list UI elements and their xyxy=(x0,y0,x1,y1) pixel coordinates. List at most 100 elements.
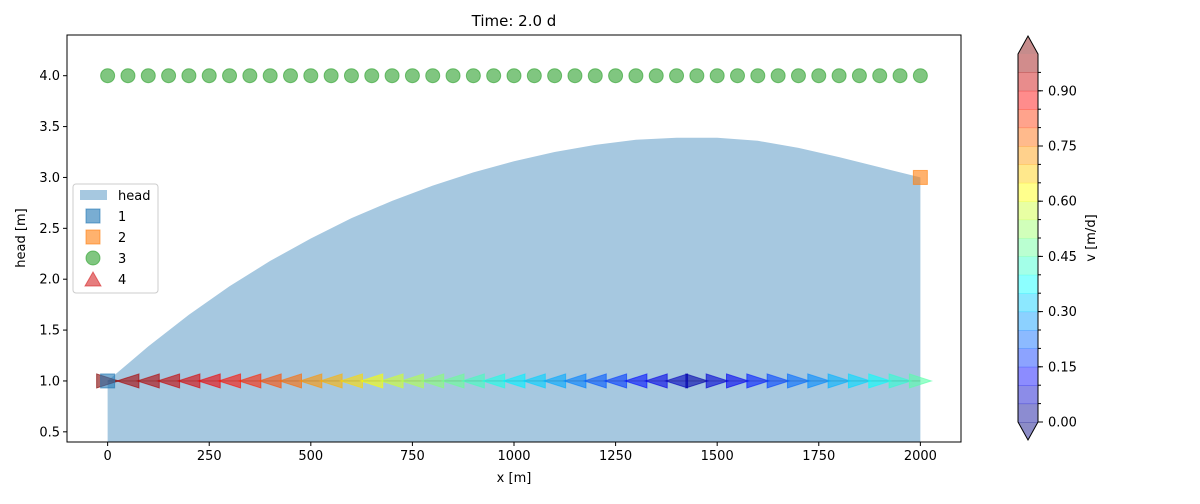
x-tick-label: 250 xyxy=(197,449,222,464)
series-3-point xyxy=(669,68,685,84)
colorbar-tick-label: 0.30 xyxy=(1048,305,1077,320)
y-tick-label: 3.0 xyxy=(39,171,60,186)
x-axis: 0 250 500 750 1000 1250 1500 1750 2000 xyxy=(103,442,937,464)
velocity-arrow xyxy=(908,373,934,389)
series-3-point xyxy=(750,68,766,84)
colorbar-segment xyxy=(1018,256,1038,276)
colorbar-segment xyxy=(1018,385,1038,405)
legend-label-1: 1 xyxy=(118,210,126,225)
series-3-point xyxy=(303,68,319,84)
velocity-arrow xyxy=(726,373,751,389)
colorbar-tick-label: 0.75 xyxy=(1048,140,1077,155)
series-3-point xyxy=(242,68,258,84)
legend-marker-4 xyxy=(84,270,102,287)
series-3-point xyxy=(689,68,705,84)
series-3-point xyxy=(831,68,847,84)
velocity-arrow xyxy=(827,373,852,389)
colorbar-segment xyxy=(1018,293,1038,313)
velocity-arrow xyxy=(685,373,710,389)
y-axis: 0.5 1.0 1.5 2.0 2.5 3.0 3.5 4.0 xyxy=(39,69,67,440)
y-axis-label: head [m] xyxy=(14,208,29,267)
legend: head 1 2 3 4 xyxy=(72,183,159,294)
series-3-point xyxy=(343,68,359,84)
x-tick-label: 0 xyxy=(103,449,111,464)
series-3-point xyxy=(222,68,238,84)
legend-marker-3 xyxy=(85,250,101,266)
y-tick-label: 2.5 xyxy=(39,222,60,237)
y-tick-label: 4.0 xyxy=(39,69,60,84)
x-axis-label: x [m] xyxy=(497,471,532,486)
y-tick-label: 2.0 xyxy=(39,273,60,288)
colorbar-segment xyxy=(1018,311,1038,331)
series-3-point xyxy=(100,68,116,84)
series-3-point xyxy=(486,68,502,84)
x-tick-label: 2000 xyxy=(904,449,937,464)
colorbar: 0.00 0.15 0.30 0.45 0.60 0.75 0.90 xyxy=(1017,34,1077,442)
legend-marker-2 xyxy=(85,229,101,245)
y-tick-label: 3.5 xyxy=(39,120,60,135)
colorbar-extend-max xyxy=(1018,36,1038,54)
plot-area xyxy=(96,68,934,443)
series-3-point xyxy=(587,68,603,84)
colorbar-segment xyxy=(1018,403,1038,423)
y-tick-label: 1.5 xyxy=(39,324,60,339)
series-3-point xyxy=(425,68,441,84)
velocity-arrow xyxy=(888,373,913,389)
series-3-point xyxy=(364,68,380,84)
velocity-arrow xyxy=(766,373,791,389)
velocity-arrow xyxy=(786,373,812,389)
series-3-point xyxy=(872,68,888,84)
series-3-point xyxy=(506,68,522,84)
series-3-point xyxy=(709,68,725,84)
series-3-point xyxy=(262,68,278,84)
colorbar-tick-label: 0.90 xyxy=(1048,84,1077,99)
colorbar-segment xyxy=(1018,182,1038,202)
colorbar-segment xyxy=(1018,274,1038,294)
velocity-arrow xyxy=(705,373,730,389)
colorbar-extend-min xyxy=(1018,422,1038,440)
legend-swatch-head xyxy=(80,190,107,200)
colorbar-tick-label: 0.45 xyxy=(1048,250,1077,265)
colorbar-tick-label: 0.15 xyxy=(1048,360,1077,375)
series-3-point xyxy=(730,68,745,84)
y-tick-label: 1.0 xyxy=(39,374,60,389)
colorbar-segment xyxy=(1018,164,1038,184)
series-3-point xyxy=(404,68,420,84)
series-3-point xyxy=(851,68,867,84)
series-3-point xyxy=(384,68,400,84)
velocity-arrow xyxy=(807,373,832,389)
legend-label-3: 3 xyxy=(118,252,126,267)
series-3-point xyxy=(608,68,624,84)
series-1-point xyxy=(100,373,116,389)
series-3-point xyxy=(648,68,664,84)
series-3-point xyxy=(465,68,481,84)
colorbar-segment xyxy=(1018,109,1038,129)
series-3-point xyxy=(912,68,928,84)
colorbar-segment xyxy=(1018,366,1038,386)
series-3-point xyxy=(547,68,563,84)
series-3-point xyxy=(790,68,806,84)
series-3-point xyxy=(628,68,644,84)
series-3-point xyxy=(323,68,339,84)
series-3-point xyxy=(161,68,177,84)
colorbar-segment xyxy=(1018,330,1038,349)
chart-title: Time: 2.0 d xyxy=(471,12,557,30)
x-tick-label: 500 xyxy=(298,449,323,464)
colorbar-outline xyxy=(1017,34,1039,442)
series-3-point xyxy=(201,68,217,84)
colorbar-tick-label: 0.60 xyxy=(1048,195,1077,210)
series-3-point xyxy=(770,68,786,84)
x-tick-label: 750 xyxy=(400,449,425,464)
legend-label-4: 4 xyxy=(118,273,126,288)
x-tick-label: 1500 xyxy=(701,449,734,464)
x-tick-label: 1750 xyxy=(802,449,835,464)
velocity-arrow xyxy=(746,373,771,389)
x-tick-label: 1000 xyxy=(497,449,530,464)
colorbar-label: v [m/d] xyxy=(1084,214,1099,261)
colorbar-tick-label: 0.00 xyxy=(1048,416,1077,431)
colorbar-segment xyxy=(1018,146,1038,165)
x-tick-label: 1250 xyxy=(599,449,632,464)
colorbar-segment xyxy=(1018,127,1038,147)
y-tick-label: 0.5 xyxy=(39,425,60,440)
